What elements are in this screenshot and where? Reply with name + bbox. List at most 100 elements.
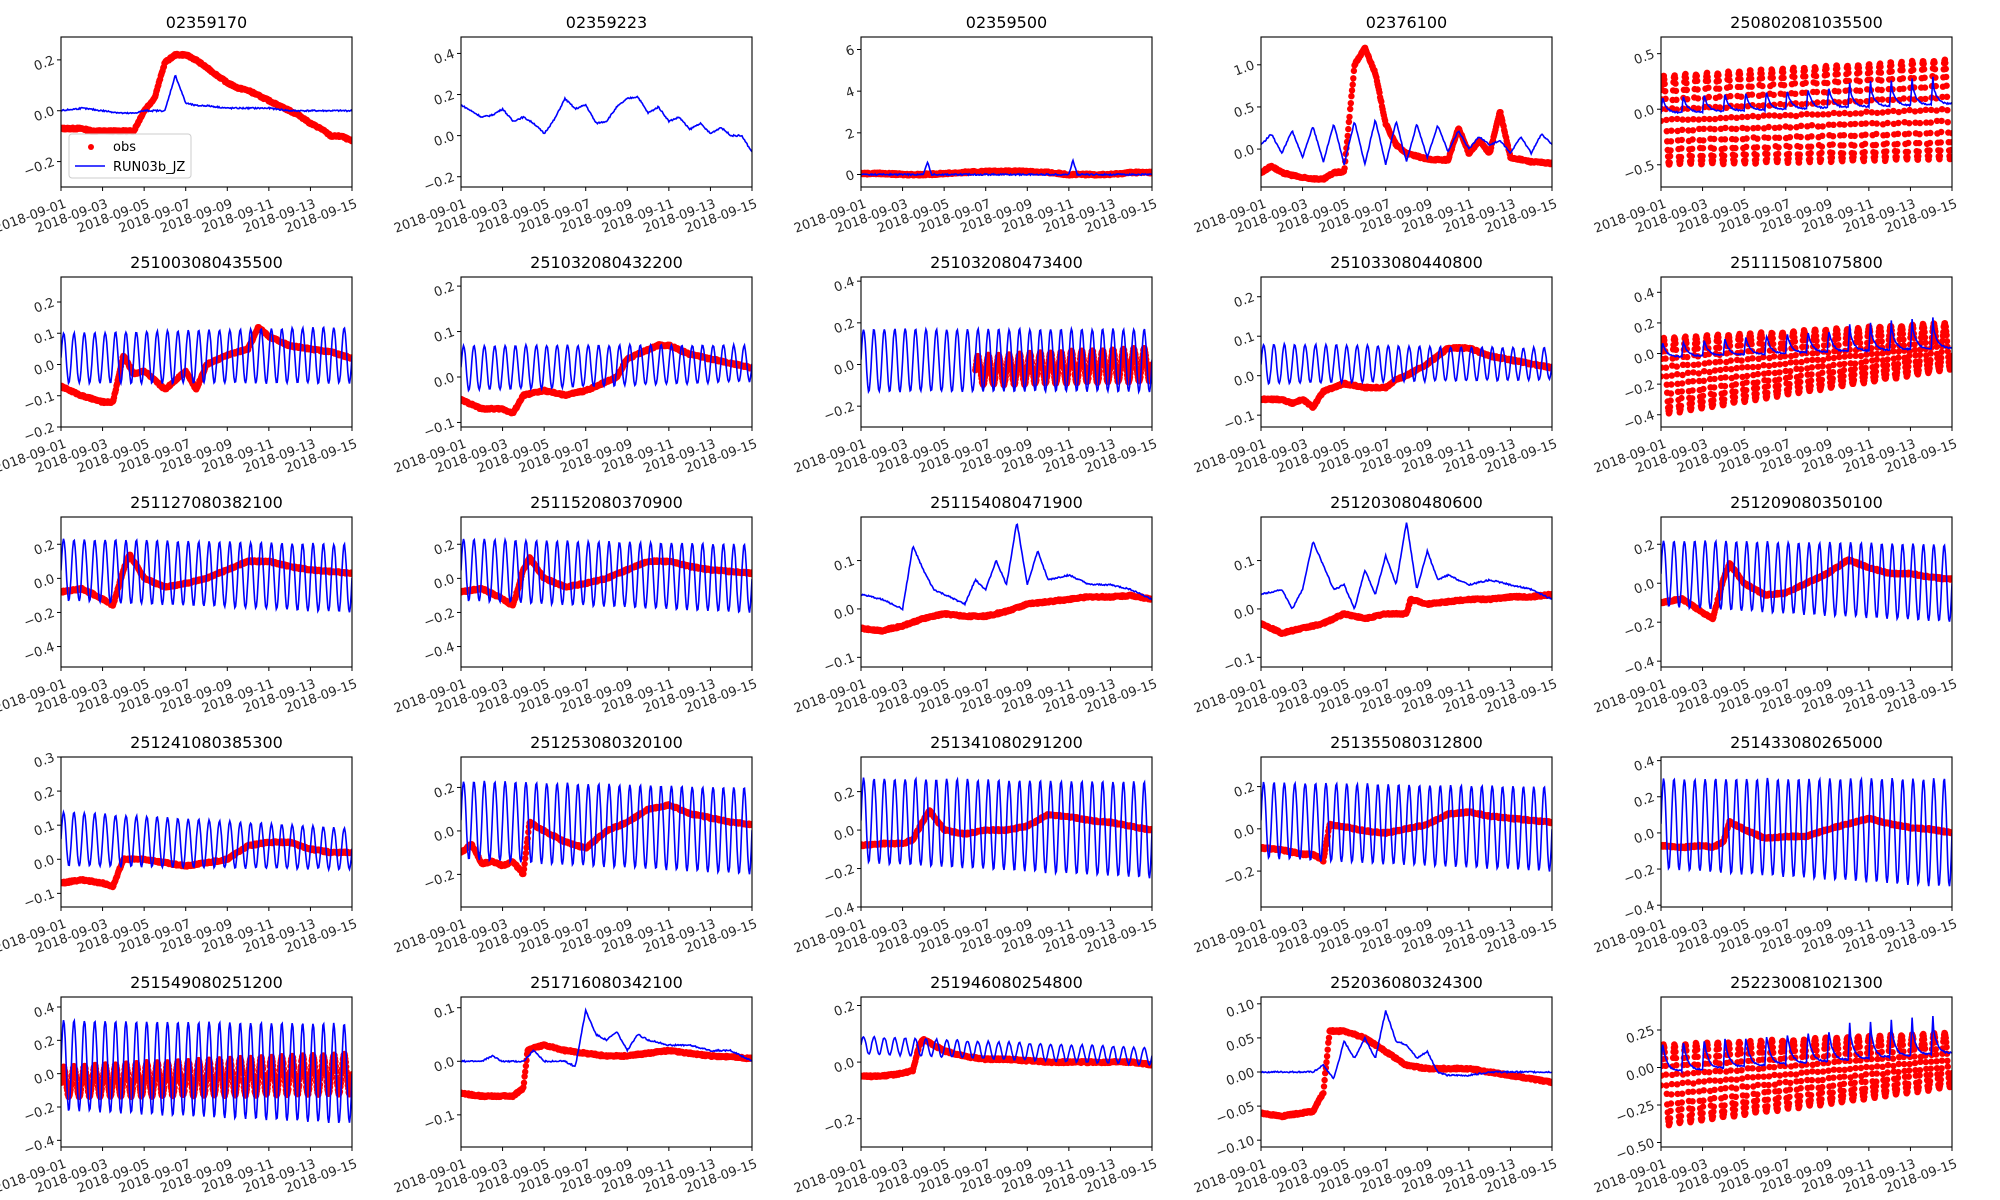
ytick-label: 0 [844,168,857,185]
obs-point [1765,377,1772,384]
legend-obs-marker [88,144,94,150]
obs-point [1678,394,1685,402]
obs-point [1895,119,1902,127]
obs-point [1900,342,1908,349]
obs-point [1852,110,1859,117]
ytick-label: 6 [844,43,857,60]
obs-point [1817,156,1825,163]
obs-point [1694,77,1701,85]
obs-point [1927,356,1934,364]
obs-point [1835,88,1842,95]
obs-point [1782,367,1789,375]
series-obs [61,50,352,145]
obs-point [1873,120,1881,127]
obs-point [1819,132,1826,139]
obs-point [1884,108,1892,115]
obs-point [1836,110,1843,117]
obs-point [1781,353,1789,360]
ytick-label: 0.0 [32,358,57,379]
ytick-label: 0.4 [1632,286,1657,307]
ytick-label: 0.0 [32,104,57,125]
obs-point [1939,93,1946,101]
obs-point [1378,98,1385,105]
obs-point [1690,116,1697,123]
obs-point [1705,93,1713,101]
obs-point [1823,65,1830,72]
series-obs [861,167,1152,179]
obs-point [1753,152,1760,159]
obs-point [1787,124,1794,131]
ytick-label: 0.2 [1232,290,1257,311]
obs-point [1348,87,1356,94]
obs-point [1874,350,1881,358]
obs-point [1771,124,1779,132]
obs-point [1813,337,1820,344]
axes-frame [1260,276,1553,428]
obs-point [1921,334,1929,341]
obs-point [1716,93,1723,100]
obs-point [1884,356,1891,363]
obs-point [1737,76,1744,83]
subplot-251003080435500: 251003080435500−0.2−0.10.00.10.22018-09-… [0,253,359,477]
obs-point [1890,107,1897,115]
obs-point [1856,334,1863,341]
obs-point [1699,392,1707,399]
subplot-title: 251032080473400 [930,253,1083,272]
obs-point [1916,351,1924,359]
obs-point [1851,360,1859,367]
obs-point [1884,349,1892,356]
obs-point [1678,145,1685,152]
obs-point [1922,339,1929,346]
obs-point [1867,76,1874,83]
obs-point [1825,111,1832,118]
obs-point [1925,152,1933,160]
subplot-251032080432200: 251032080432200−0.10.00.10.22018-09-0120… [392,253,759,477]
obs-point [1781,101,1789,109]
obs-point [1668,381,1675,388]
series-obs [1261,344,1552,411]
obs-point [1813,80,1820,87]
obs-point [1912,119,1919,126]
obs-point [1689,127,1697,134]
obs-point [1350,75,1357,82]
obs-point [1376,89,1383,96]
obs-point [1927,129,1934,137]
obs-point [1839,150,1847,157]
obs-point [1944,107,1951,114]
obs-point [1899,75,1907,82]
obs-point [1814,356,1821,363]
axes-frame [60,276,353,428]
obs-point [1808,371,1815,378]
obs-point [1673,106,1681,113]
obs-point [1840,132,1848,139]
obs-point [1878,338,1885,345]
obs-point [1939,337,1946,345]
obs-point [1942,65,1950,73]
obs-point [1743,143,1750,150]
series-model-line [1261,341,1552,386]
obs-point [1765,362,1773,370]
obs-point [1663,373,1670,380]
obs-point [1731,158,1738,165]
series-obs [1661,320,1952,417]
obs-point [1732,388,1739,395]
obs-point [1851,142,1858,149]
obs-point [1830,354,1838,362]
obs-point [1775,382,1782,389]
obs-point [1701,368,1708,375]
obs-point [1662,88,1669,95]
obs-point [1893,153,1900,161]
obs-point [1943,331,1950,339]
obs-point [1672,80,1679,87]
obs-point [1797,366,1805,373]
obs-point [1807,382,1814,390]
obs-point [1807,149,1814,157]
obs-point [1765,369,1772,377]
obs-point [1834,335,1842,342]
obs-point [1695,370,1703,377]
obs-point [1726,83,1734,91]
obs-point [1923,119,1930,126]
obs-point [1888,68,1895,75]
obs-point [1900,336,1907,343]
obs-point [1819,123,1826,130]
